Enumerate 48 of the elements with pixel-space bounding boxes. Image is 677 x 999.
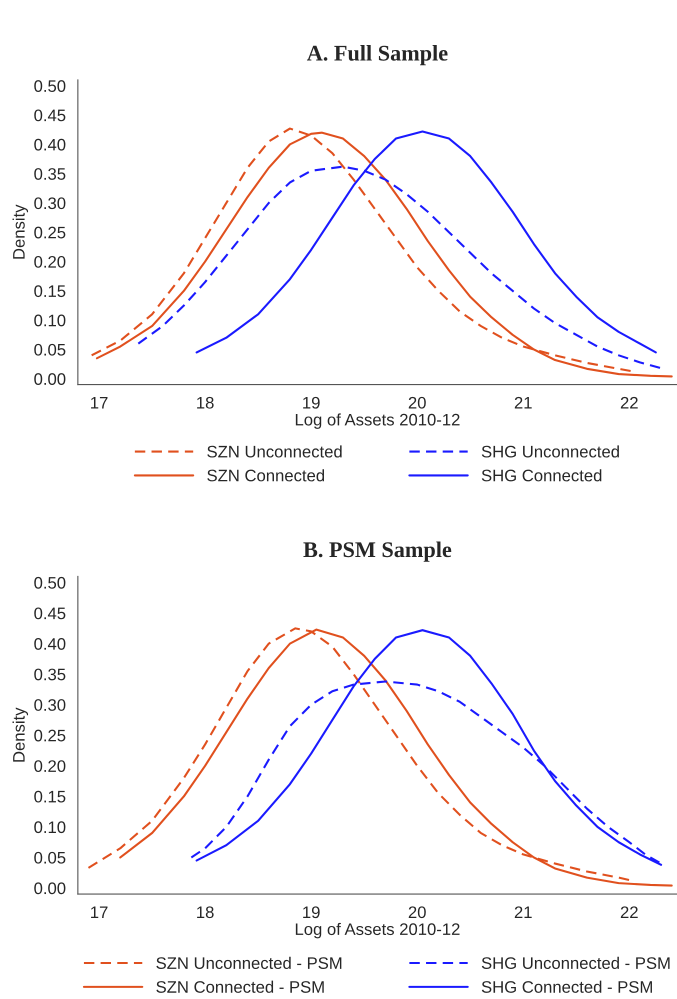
chart-title: A. Full Sample	[306, 45, 448, 66]
y-tick-label: 0.30	[34, 197, 66, 210]
x-tick-label: 18	[197, 396, 214, 409]
x-tick-label: 19	[303, 906, 320, 918]
x-tick-label: 22	[620, 396, 638, 408]
x-tick-label: 17	[91, 906, 108, 918]
y-tick-label: 0.20	[34, 760, 66, 772]
x-axis-title: Log of Assets 2010-12	[296, 413, 460, 429]
y-tick-label: 0.15	[34, 285, 66, 298]
legend-label: SHG Unconnected - PSM	[482, 956, 670, 969]
y-tick-label: 0.45	[34, 109, 66, 122]
x-tick-label: 21	[514, 906, 532, 918]
y-tick-label: 0.25	[34, 730, 66, 742]
x-tick-label: 21	[514, 396, 532, 408]
x-tick-label: 18	[197, 906, 214, 918]
x-tick-label: 19	[303, 396, 320, 409]
x-tick-label: 20	[408, 396, 426, 409]
y-tick-label: 0.10	[34, 314, 66, 326]
chart-title: B. PSM Sample	[303, 542, 452, 562]
y-tick-label: 0.35	[34, 168, 66, 180]
y-tick-label: 0.45	[34, 607, 66, 620]
legend-label: SZN Connected - PSM	[156, 980, 324, 993]
legend-label: SHG Unconnected	[482, 445, 619, 458]
y-tick-label: 0.25	[34, 226, 66, 238]
y-tick-label: 0.50	[34, 576, 66, 589]
legend-label: SZN Unconnected - PSM	[156, 956, 342, 969]
y-tick-label: 0.20	[34, 256, 66, 268]
x-tick-label: 17	[91, 397, 108, 408]
legend-label: SHG Connected - PSM	[482, 980, 652, 993]
y-tick-label: 0.40	[34, 638, 66, 650]
legend-label: SHG Connected	[482, 469, 602, 482]
y-tick-label: 0.15	[34, 790, 66, 803]
y-tick-label: 0.50	[34, 80, 66, 92]
y-tick-label: 0.00	[34, 373, 66, 385]
y-tick-label: 0.40	[34, 138, 66, 151]
y-tick-label: 0.05	[34, 344, 66, 356]
y-axis-title: Density	[12, 708, 28, 762]
y-tick-label: 0.00	[34, 882, 66, 894]
y-tick-label: 0.35	[34, 668, 66, 680]
legend-label: SZN Connected	[207, 469, 324, 482]
x-axis-title: Log of Assets 2010-12	[296, 922, 460, 938]
y-tick-label: 0.10	[34, 821, 66, 834]
legend-label: SZN Unconnected	[207, 445, 342, 458]
y-tick-label: 0.05	[34, 852, 66, 864]
x-tick-label: 20	[408, 906, 426, 918]
y-tick-label: 0.30	[34, 699, 66, 711]
y-axis-title: Density	[12, 204, 28, 259]
x-tick-label: 22	[620, 906, 638, 918]
